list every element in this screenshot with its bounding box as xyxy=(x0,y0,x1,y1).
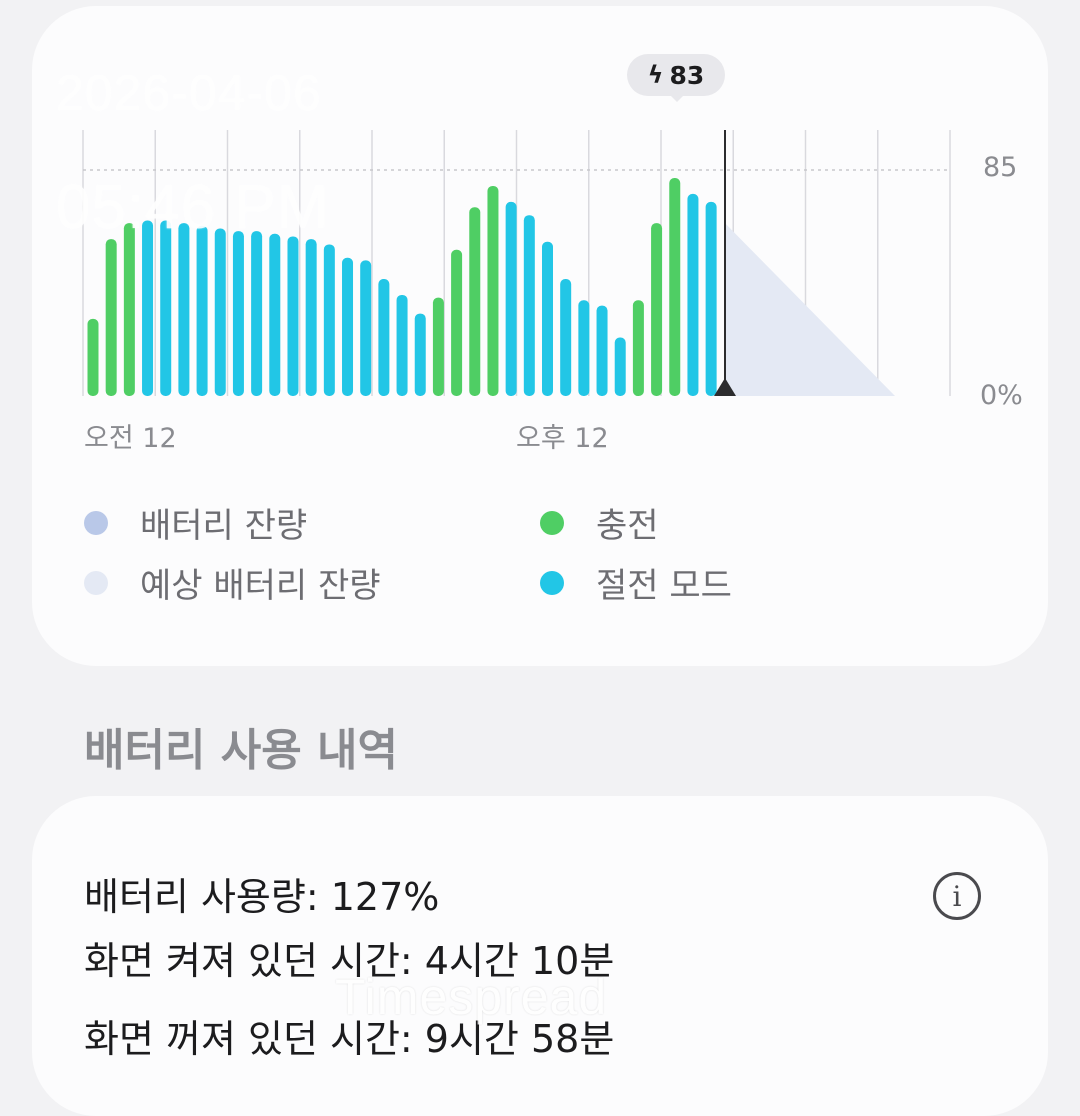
battery-bar xyxy=(614,337,626,396)
y-tick-bottom: 0% xyxy=(980,380,1023,411)
legend-label: 예상 배터리 잔량 xyxy=(140,566,381,606)
x-tick-am: 오전 12 xyxy=(84,423,177,454)
battery-bar xyxy=(705,201,717,396)
watermark-text: Timespread xyxy=(335,969,608,1025)
battery-bar xyxy=(687,193,699,396)
battery-bar xyxy=(414,313,426,396)
battery-bar xyxy=(523,215,535,396)
overlay-date: 2026-04-06 xyxy=(56,65,322,121)
legend-dot-power-saving xyxy=(540,570,564,595)
battery-bar xyxy=(160,220,172,396)
battery-bar xyxy=(251,231,263,396)
battery-bar xyxy=(669,177,681,396)
legend-battery-level: 배터리 잔량 xyxy=(84,498,307,547)
legend-label: 절전 모드 xyxy=(596,566,732,606)
battery-bar xyxy=(323,244,335,396)
legend-dot-battery-level xyxy=(84,510,108,535)
battery-bar xyxy=(269,233,281,396)
battery-bar xyxy=(451,249,463,396)
battery-bar xyxy=(287,236,299,396)
screen-on-time: 화면 켜져 있던 시간: 4시간 10분 xyxy=(84,939,615,983)
battery-bar xyxy=(560,279,572,396)
battery-bar xyxy=(196,225,208,396)
battery-bar xyxy=(232,231,244,396)
battery-chart[interactable] xyxy=(0,0,1080,680)
battery-bar xyxy=(505,201,517,396)
battery-bar xyxy=(87,318,99,396)
battery-bar xyxy=(469,207,481,396)
bolt-icon: ϟ xyxy=(647,61,664,89)
legend-power-saving: 절전 모드 xyxy=(540,558,732,607)
legend-predicted-battery: 예상 배터리 잔량 xyxy=(84,558,381,607)
x-tick-pm: 오후 12 xyxy=(516,423,609,454)
battery-bar xyxy=(542,241,553,396)
legend-dot-predicted xyxy=(84,570,108,595)
screen-off-time: 화면 꺼져 있던 시간: 9시간 58분 xyxy=(84,1017,615,1061)
current-charge-badge: ϟ 83 xyxy=(627,54,725,102)
battery-bar xyxy=(305,239,317,396)
battery-bar xyxy=(214,228,226,396)
battery-bar xyxy=(178,223,190,396)
battery-usage-card xyxy=(32,796,1048,1116)
battery-bar xyxy=(123,223,135,396)
battery-bar xyxy=(142,220,154,396)
legend-dot-charging xyxy=(540,510,564,535)
current-time-marker xyxy=(714,378,736,396)
battery-usage-total: 배터리 사용량: 127% xyxy=(84,875,440,919)
info-icon[interactable]: i xyxy=(933,872,981,920)
battery-bar xyxy=(105,239,117,396)
battery-bar xyxy=(596,305,608,396)
legend-charging: 충전 xyxy=(540,498,659,547)
section-title: 배터리 사용 내역 xyxy=(84,725,398,776)
battery-bar xyxy=(360,260,372,396)
battery-bar xyxy=(578,300,590,396)
y-tick-top: 85 xyxy=(983,152,1018,183)
battery-bar xyxy=(342,257,354,396)
battery-bar xyxy=(651,223,663,396)
battery-bar xyxy=(487,185,499,396)
overlay-time: 05:46 PM xyxy=(56,173,330,242)
battery-bar xyxy=(378,279,390,396)
charge-value: 83 xyxy=(669,60,705,90)
battery-bar xyxy=(632,300,644,396)
legend-label: 배터리 잔량 xyxy=(140,506,308,546)
battery-bar xyxy=(432,297,444,396)
legend-label: 충전 xyxy=(596,506,659,546)
battery-bar xyxy=(396,294,408,396)
predicted-battery-area xyxy=(725,223,895,396)
